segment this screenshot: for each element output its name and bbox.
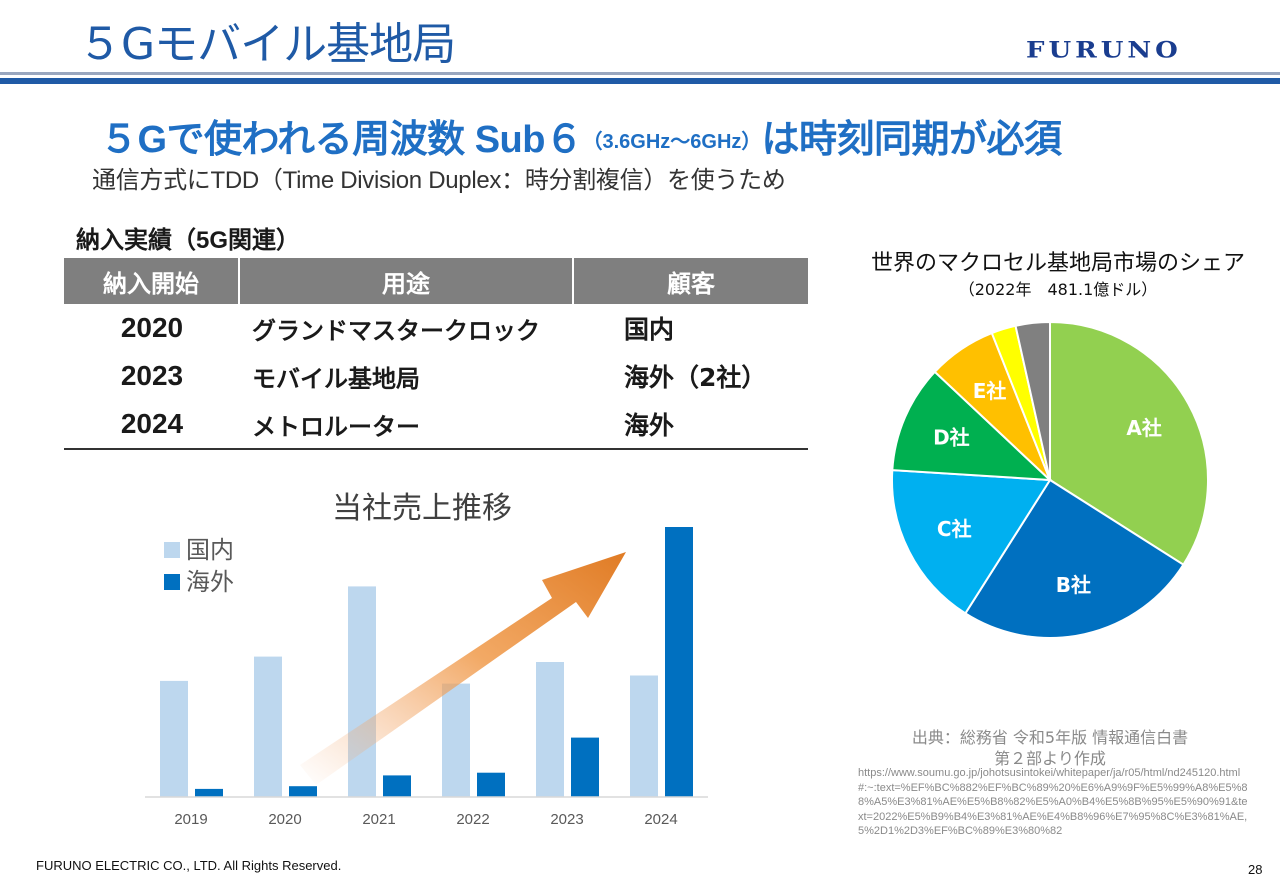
pie-subtitle: （2022年 481.1億ドル） [959,280,1158,299]
table-row: 2023 モバイル基地局 海外（2社） [64,352,808,400]
table-bottom-rule [64,448,808,450]
source-line1: 出典：総務省 令和5年版 情報通信白書 [911,728,1189,747]
pie-label: A社 [1126,416,1161,440]
row-use: グランドマスタークロック [252,316,540,345]
row-customer: 海外 [624,411,675,440]
bar-2023-1 [571,737,599,797]
pie-slices [891,320,1209,639]
headline-main: ５Gで使われる周波数 Sub６ [100,119,583,161]
bar-2020-0 [254,656,282,797]
bar-2019-0 [160,680,188,797]
pie-slice-2 [891,469,1052,615]
header-rule-thick [0,78,1280,84]
headline: ５Gで使われる周波数 Sub６（3.6GHz〜6GHz）は時刻同期が必須 [100,108,1062,163]
x-tick-label: 2019 [174,811,207,828]
legend-swatch [164,542,180,558]
table-title: 納入実績（5G関連） [76,227,301,254]
bar-2022-0 [442,683,470,797]
pie-label: C社 [937,517,972,541]
bar-2020-1 [289,786,317,797]
source-url: https://www.soumu.go.jp/johotsusintokei/… [858,767,1248,837]
legend-label: 海外 [186,568,234,596]
pie-slice-3 [891,370,1053,482]
row-use: モバイル基地局 [252,364,420,393]
bar-2024-0 [630,675,658,797]
pie-title: 世界のマクロセル基地局市場のシェア [871,251,1245,276]
bar-2022-1 [477,772,505,797]
bar-2019-1 [195,788,223,797]
bar-2023-0 [536,662,564,797]
pie-label: B社 [1056,573,1091,597]
row-year: 2020 [120,312,184,343]
furuno-logo: FURUNO [1026,38,1182,64]
trend-arrow [300,552,626,785]
page-number: 28 [1248,862,1263,877]
headline-tail: は時刻同期が必須 [761,119,1062,161]
legend-label: 国内 [186,536,234,564]
copyright: FURUNO ELECTRIC CO., LTD. All Rights Res… [36,858,342,873]
row-year: 2023 [120,360,184,391]
x-tick-label: 2023 [550,811,583,828]
bar-2021-0 [348,586,376,797]
market-share-pie-chart: 世界のマクロセル基地局市場のシェア （2022年 481.1億ドル） A社 B社 C… [871,251,1245,639]
bar-2024-1 [665,527,693,797]
bar-group [160,527,693,797]
x-tick-label: 2020 [268,811,301,828]
subheadline: 通信方式にTDD（Time Division Duplex：時分割複信）を使うた… [92,167,786,194]
chart-title: 当社売上推移 [332,491,512,526]
pie-slice-1 [963,478,1185,639]
column-header-start: 納入開始 [64,258,240,304]
legend-swatch [164,574,180,590]
source-line2: 第２部より作成 [994,749,1106,768]
table-row: 2020 グランドマスタークロック 国内 [64,304,808,352]
x-tick-labels: 2019 2020 2021 2022 2023 2024 [174,811,677,828]
row-customer: 海外（2社） [624,363,767,392]
x-tick-label: 2022 [456,811,489,828]
x-tick-label: 2021 [362,811,395,828]
column-header-use: 用途 [240,258,574,304]
row-year: 2024 [120,408,184,439]
row-customer: 国内 [624,315,675,344]
bar-2021-1 [383,775,411,797]
pie-label: D社 [933,425,970,449]
pie-slice-6 [1014,320,1051,481]
table-row: 2024 メトロルーター 海外 [64,400,808,448]
pie-label: E社 [973,379,1007,403]
delivery-table: 納入開始 用途 顧客 2020 グランドマスタークロック 国内 2023 モバイ… [64,258,808,450]
x-tick-label: 2024 [644,811,677,828]
table-header: 納入開始 用途 顧客 [64,258,808,304]
header-rule-thin [0,72,1280,75]
slide-title: ５Gモバイル基地局 [78,19,456,70]
row-use: メトロルーター [252,412,420,441]
column-header-customer: 顧客 [667,269,715,298]
headline-frequency: （3.6GHz〜6GHz） [582,131,762,153]
